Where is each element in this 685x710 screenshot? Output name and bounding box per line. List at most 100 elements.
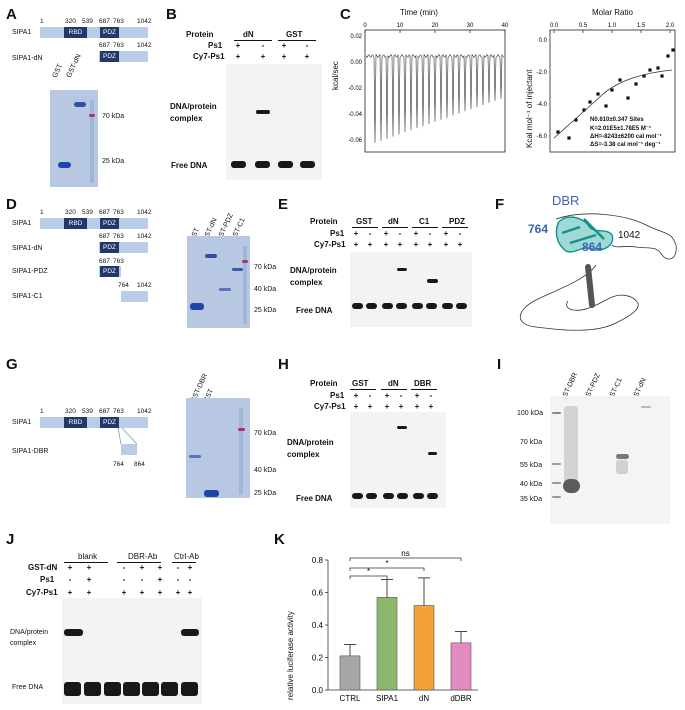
- itc-fit-curve: [553, 69, 673, 139]
- free-dna-label: Free DNA: [296, 494, 333, 503]
- construct-name: SIPA1: [12, 29, 32, 36]
- group-label: C1: [419, 217, 430, 226]
- group-underline: [442, 227, 468, 228]
- free-dna-band: [413, 493, 424, 499]
- group-underline: [382, 227, 408, 228]
- gel-band: [204, 490, 219, 497]
- complex-label: DNA/protein: [290, 266, 337, 275]
- pm-sign: +: [260, 52, 266, 61]
- free-dna-band: [255, 161, 270, 168]
- pm-sign: +: [413, 229, 419, 238]
- construct-name: SIPA1-PDZ: [12, 268, 48, 275]
- y-tick-label: -6.0: [537, 134, 548, 140]
- group-underline: [352, 227, 378, 228]
- group-label: dN: [388, 217, 399, 226]
- sig-label: *: [385, 559, 388, 568]
- y-tick-label: 0.0: [539, 38, 548, 44]
- marker-band: [552, 463, 561, 465]
- marker-band: [552, 496, 561, 498]
- complex-band: [397, 268, 407, 271]
- itc-fit-frame: [549, 29, 676, 153]
- marker-label: 100 kDa: [517, 410, 544, 417]
- marker-lane: [90, 100, 94, 183]
- bar: [376, 597, 398, 691]
- pm-sign: +: [281, 41, 287, 50]
- rbd-domain: RBD: [64, 27, 87, 38]
- pm-sign: +: [384, 402, 390, 411]
- pos-label: 1042: [137, 408, 152, 415]
- pm-sign: +: [353, 229, 359, 238]
- pm-sign: +: [157, 563, 163, 572]
- x-tick-label: dDBR: [450, 694, 472, 703]
- construct-name: SIPA1-dN: [12, 245, 43, 252]
- itc-point: [618, 78, 622, 82]
- pm-sign: +: [428, 402, 434, 411]
- itc-point: [588, 100, 592, 104]
- pos-label: 763: [113, 233, 124, 240]
- pos-label: 1042: [137, 42, 152, 49]
- y-tick-label: -4.0: [537, 102, 548, 108]
- pos-label: 1: [40, 408, 44, 415]
- row-label: Cy7-Ps1: [26, 588, 58, 597]
- row-label: Ps1: [330, 229, 345, 238]
- itc-fit-ticks: 0.0 0.5 1.0 1.5 2.0 0.0 -2.0 -4.0 -6.0: [537, 23, 675, 140]
- marker-label: 70 kDa: [254, 264, 277, 271]
- free-dna-band: [382, 303, 393, 309]
- free-dna-band: [383, 493, 394, 499]
- bar: [413, 605, 435, 691]
- pos-label: 320: [65, 408, 76, 415]
- pm-sign: +: [367, 402, 373, 411]
- pm-sign: +: [304, 52, 310, 61]
- marker-label: 25 kDa: [102, 158, 125, 165]
- marker-label: 40 kDa: [254, 467, 277, 474]
- free-dna-band: [366, 493, 377, 499]
- pm-sign: +: [235, 52, 241, 61]
- free-dna-band: [64, 682, 81, 696]
- group-underline: [117, 562, 161, 563]
- y-tick-label: -2.0: [537, 70, 548, 76]
- row-label: Cy7-Ps1: [314, 402, 346, 411]
- marker-band: [552, 412, 561, 414]
- marker-label: 40 kDa: [254, 286, 277, 293]
- gel-band: [190, 303, 204, 310]
- itc-stat: N0.610±0.347 Sites: [590, 117, 644, 123]
- itc-point: [626, 96, 630, 100]
- pos-label: 764: [118, 282, 129, 289]
- complex-band: [64, 629, 83, 636]
- pm-sign: +: [175, 588, 181, 597]
- pm-sign: +: [353, 391, 359, 400]
- group-label: DBR-Ab: [128, 552, 158, 561]
- group-label: dN: [243, 30, 254, 39]
- free-dna-label: Free DNA: [12, 684, 44, 691]
- complex-label: DNA/protein: [10, 629, 49, 636]
- free-dna-band: [352, 303, 363, 309]
- pm-sign: -: [261, 41, 265, 50]
- y-tick-label: -0.04: [348, 112, 362, 118]
- top-axis-title: Molar Ratio: [592, 8, 633, 17]
- itc-stat: ΔS=-3.38 cal mol⁻¹ deg⁻¹: [590, 142, 661, 148]
- gel-lane-label: GST: [51, 62, 65, 79]
- complex-band: [427, 279, 438, 283]
- free-dna-label: Free DNA: [171, 161, 208, 170]
- row-label: GST-dN: [28, 563, 58, 572]
- pm-sign: -: [399, 391, 403, 400]
- row-label: Ps1: [208, 41, 223, 50]
- pm-sign: +: [413, 240, 419, 249]
- emsa-blot: [226, 64, 322, 180]
- pm-sign: +: [397, 240, 403, 249]
- lane-smear: [616, 460, 628, 474]
- pm-sign: +: [67, 563, 73, 572]
- complex-label: complex: [290, 278, 323, 287]
- panel-label-a: A: [6, 6, 17, 23]
- itc-point: [660, 74, 664, 78]
- pos-label: 1: [40, 209, 44, 216]
- y-axis-title: kcal/sec: [331, 61, 340, 90]
- marker-label: 70 kDa: [520, 439, 543, 446]
- row-label: Ps1: [330, 391, 345, 400]
- gel-band: [74, 102, 86, 107]
- pdz-domain: PDZ: [100, 218, 119, 229]
- disordered-chain: [519, 213, 677, 331]
- panel-label-e: E: [278, 196, 289, 213]
- group-label: DBR: [414, 379, 432, 388]
- protein-bar: [40, 27, 148, 38]
